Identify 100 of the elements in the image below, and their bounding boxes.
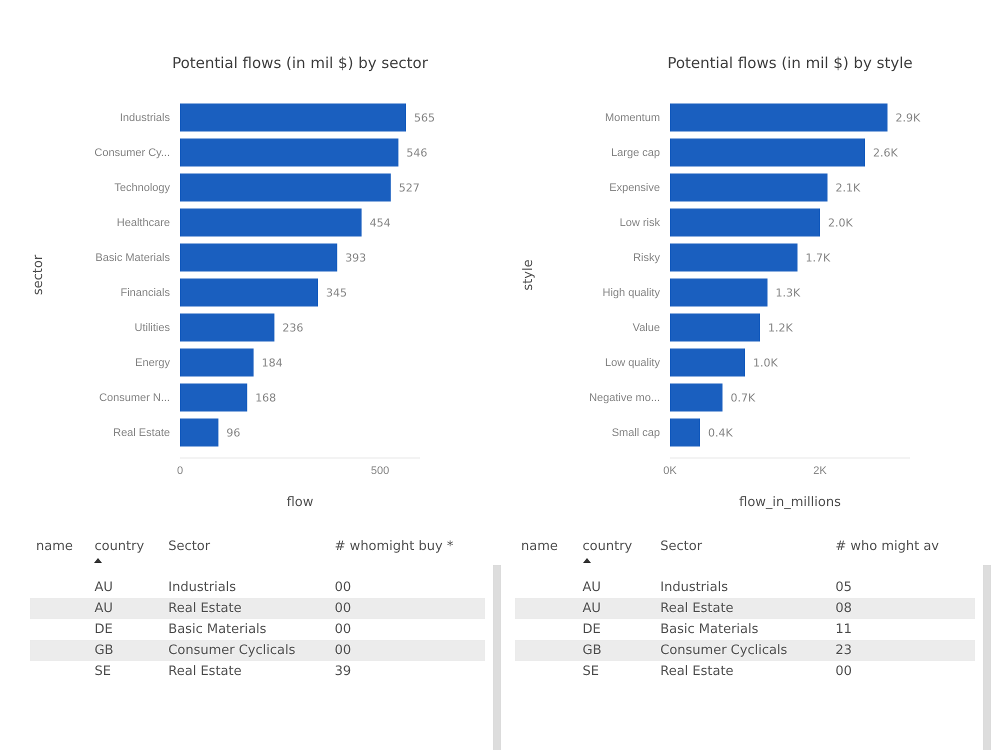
y-tick-label: Low quality [604,357,660,370]
y-tick-label: Utilities [134,322,170,334]
category-label: country [582,538,634,556]
category-label: Sector [659,538,704,556]
y-axis-title: style [521,259,536,291]
y-tick-label: Low risk [620,217,660,230]
x-tick-label: 500 [370,464,390,477]
text: Consumer Cyclicals [168,643,296,658]
bar [180,244,338,272]
x-axis-title: flow_in_millions [739,495,842,510]
data-label: 393 [345,252,366,264]
bar [180,174,391,202]
y-tick-label: Real Estate [113,427,170,440]
text: Real Estate [168,601,242,616]
text: 08 [835,601,852,616]
text: Basic Materials [168,622,266,637]
text: 00 [334,580,352,595]
bar [180,208,362,236]
category-label: # whomight buy * [334,538,454,556]
bar [180,138,398,166]
data-label: 0.4K [708,426,734,440]
text: DE [94,622,113,637]
chart-title: Potential flows (in mil $) by sector [172,54,429,72]
bar [670,174,828,202]
y-tick-label: Large cap [611,147,660,160]
x-tick-label: 0K [663,464,678,477]
text: Basic Materials [660,622,758,637]
y-tick-label: Healthcare [116,217,170,230]
bar [670,138,865,166]
y-tick-label: Risky [633,252,660,264]
text: 23 [835,643,852,658]
y-tick-label: Technology [114,182,170,194]
text: Real Estate [660,601,734,616]
data-label: 565 [414,112,435,124]
y-tick-label: Negative mo... [589,392,660,404]
text: Industrials [168,580,236,595]
text: AU [94,580,113,595]
data-label: 184 [262,356,283,370]
bar [670,314,760,342]
y-tick-label: Momentum [604,112,660,124]
chart-title: Potential flows (in mil $) by style [667,54,913,72]
data-label: 2.9K [896,112,921,124]
data-label: 2.1K [836,182,861,194]
y-tick-label: Expensive [609,182,660,194]
data-label: 546 [406,146,428,160]
y-axis-title: sector [31,254,46,296]
text: 11 [835,622,852,637]
y-tick-label: Energy [135,357,170,370]
y-tick-label: High quality [602,287,660,300]
text: AU [94,601,113,616]
text: Industrials [660,580,728,595]
y-tick-label: Basic Materials [95,252,170,264]
category-label: # who might av [834,538,940,556]
data-label: 1.2K [768,322,794,334]
bar [670,348,745,376]
data-label: 345 [326,286,347,300]
text: GB [94,643,114,658]
data-label: 0.7K [730,392,756,404]
bar [180,104,406,132]
data-label: 527 [398,182,420,194]
text: Real Estate [168,664,242,679]
x-tick-label: 0 [176,464,184,477]
text: Real Estate [660,664,734,679]
text: DE [582,622,601,637]
category-label: name [35,538,74,556]
text: 05 [835,580,852,595]
text: 00 [334,601,352,616]
y-tick-label: Small cap [612,427,660,440]
text: GB [582,643,602,658]
bar [670,104,888,132]
data-label: 2.0K [828,216,854,230]
bar [180,384,248,412]
text: 00 [334,643,352,658]
text: 39 [334,664,352,679]
data-label: 168 [255,392,276,404]
text: AU [582,580,601,595]
bar [180,418,218,446]
x-axis-title: flow [286,495,314,510]
data-label: 1.0K [753,356,778,370]
bar [180,278,318,306]
data-label: 1.3K [776,286,801,300]
bar [180,348,254,376]
bar [670,384,722,412]
text: SE [582,664,599,679]
bar [670,208,820,236]
text: Consumer Cyclicals [660,643,788,658]
data-label: 236 [282,322,304,334]
text: 00 [835,664,852,679]
data-label: 96 [226,426,240,440]
category-label: Sector [167,538,212,556]
bar [670,278,768,306]
category-label: name [520,538,559,556]
data-label: 2.6K [873,146,898,160]
text: SE [94,664,111,679]
y-tick-label: Financials [120,287,170,300]
data-label: 454 [370,216,391,230]
data-label: 1.7K [806,252,831,264]
text: AU [582,601,601,616]
bar [670,244,798,272]
category-label: country [93,538,146,556]
